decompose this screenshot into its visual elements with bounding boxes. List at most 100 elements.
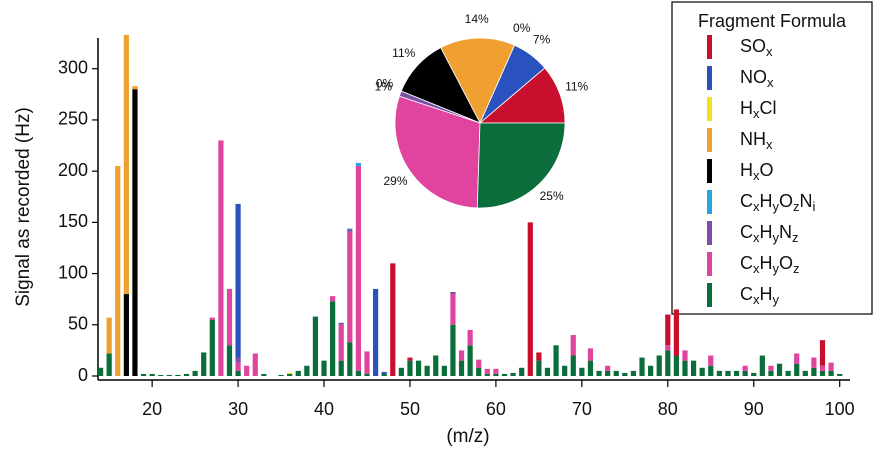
bar-segment — [639, 357, 645, 376]
bar-segment — [553, 345, 559, 376]
pie-slice — [476, 122, 566, 209]
bar-segment — [828, 362, 834, 371]
x-tick-label: 70 — [572, 399, 592, 419]
legend-label: HxO — [740, 160, 774, 184]
legend-swatch — [707, 221, 712, 245]
bar-segment — [708, 355, 714, 366]
y-tick-label: 100 — [58, 262, 88, 282]
bar-segment — [587, 360, 594, 376]
bar-segment — [226, 288, 233, 346]
bar-segment — [123, 294, 129, 376]
bar-segment — [665, 314, 671, 346]
bar-segment — [149, 373, 155, 376]
bar-segment — [673, 309, 679, 356]
bar-segment — [304, 365, 310, 376]
bar-segment — [673, 355, 679, 376]
legend-label: CxHyOzNi — [740, 191, 816, 215]
bar-segment — [811, 367, 817, 376]
bar-segment — [605, 370, 611, 376]
bar-segment — [433, 355, 439, 376]
bar-segment — [347, 228, 353, 230]
bar-segment — [347, 229, 353, 232]
bar-segment — [235, 203, 241, 358]
legend-label: CxHyOz — [740, 253, 800, 277]
bar-segment — [484, 368, 490, 374]
legend-swatch — [707, 66, 712, 90]
legend-swatch — [707, 159, 712, 183]
bar-segment — [192, 370, 198, 376]
bar-segment — [312, 316, 319, 376]
bar-segment — [484, 373, 490, 376]
y-tick-label: 50 — [68, 314, 88, 334]
bar-segment — [132, 89, 138, 376]
bar-segment — [476, 367, 482, 376]
bar-segment — [596, 370, 602, 376]
x-tick-label: 100 — [825, 399, 855, 419]
bar-segment — [381, 373, 387, 376]
bar-segment — [819, 365, 826, 371]
bar-segment — [544, 367, 551, 376]
bar-segment — [776, 363, 783, 376]
legend-swatch — [707, 252, 712, 276]
bar-segment — [476, 359, 482, 368]
legend-swatch — [707, 128, 712, 152]
bar-segment — [587, 348, 594, 361]
legend-swatch — [707, 97, 712, 121]
bar-segment — [493, 373, 499, 376]
x-axis-title: (m/z) — [446, 426, 489, 447]
bar-segment — [837, 373, 843, 376]
bar-segment — [97, 367, 104, 376]
bar-segment — [450, 292, 456, 295]
bar-segment — [682, 350, 688, 361]
bar-segment — [519, 367, 525, 376]
bar-segment — [751, 372, 757, 376]
bar-segment — [562, 365, 568, 376]
bar-segment — [665, 345, 671, 351]
bar-segment — [794, 353, 800, 364]
bar-segment — [347, 342, 353, 376]
bar-segment — [570, 335, 576, 356]
bar-segment — [716, 370, 722, 376]
y-tick-label: 300 — [58, 57, 88, 77]
bar-segment — [768, 365, 774, 371]
bar-segment — [733, 370, 740, 376]
bar-segment — [630, 370, 637, 376]
bar-segment — [278, 374, 284, 376]
bar-segment — [768, 370, 774, 376]
bar-segment — [347, 231, 353, 343]
bar-segment — [690, 360, 697, 376]
bar-segment — [493, 368, 499, 374]
bar-segment — [415, 360, 422, 376]
bar-segment — [527, 222, 533, 376]
bar-segment — [355, 166, 362, 371]
bar-segment — [106, 353, 112, 376]
pie-label: 14% — [465, 12, 489, 26]
bar-segment — [364, 373, 370, 376]
legend-swatch — [707, 35, 712, 59]
bar-segment — [381, 371, 387, 374]
bar-segment — [132, 86, 138, 90]
bar-segment — [458, 350, 465, 361]
bar-segment — [510, 372, 516, 376]
bar-segment — [742, 370, 748, 376]
bar-segment — [338, 322, 344, 325]
bar-segment — [390, 263, 396, 376]
x-tick-label: 60 — [486, 399, 506, 419]
pie-slice — [440, 37, 515, 124]
bar-segment — [330, 301, 336, 376]
pie-label: 1% — [375, 80, 393, 94]
bar-segment — [287, 372, 293, 374]
bar-segment — [450, 294, 456, 325]
bar-segment — [819, 340, 826, 366]
bar-segment — [579, 367, 585, 376]
bar-segment — [158, 374, 164, 376]
x-tick-label: 40 — [314, 399, 334, 419]
x-tick-label: 20 — [142, 399, 162, 419]
bar-segment — [407, 360, 413, 376]
x-tick-label: 30 — [228, 399, 248, 419]
bar-segment — [106, 317, 112, 354]
legend-box — [671, 1, 873, 315]
pie-label: 11% — [392, 46, 415, 60]
